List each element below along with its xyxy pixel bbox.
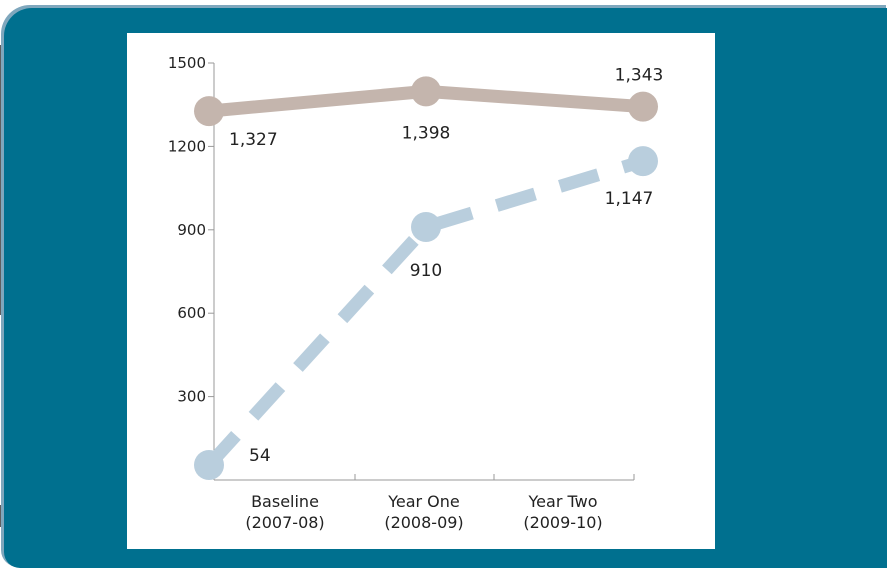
y-tick-label: 900 bbox=[177, 221, 206, 239]
y-tick-label: 600 bbox=[177, 304, 206, 322]
labels-group: 1,327 1,398 1,343 54 910 1,147 bbox=[229, 66, 663, 466]
y-tick-label: 1500 bbox=[168, 54, 206, 72]
y-tick-label: 300 bbox=[177, 388, 206, 406]
data-point bbox=[411, 212, 441, 243]
data-label: 1,327 bbox=[229, 130, 278, 150]
line-chart: 300 600 900 1200 1500 Baseline (2007-08) Year O… bbox=[168, 54, 664, 532]
axes: 300 600 900 1200 1500 Baseline (2007-08) Year O… bbox=[168, 54, 635, 532]
data-point bbox=[628, 146, 658, 177]
x-category-label: Year Two (2009-10) bbox=[523, 492, 602, 532]
left-edge-bar-bottom bbox=[0, 505, 5, 527]
x-category-label: Year One (2008-09) bbox=[384, 492, 463, 532]
left-edge-bar-top bbox=[0, 45, 5, 315]
series-line bbox=[204, 154, 645, 470]
data-label: 1,398 bbox=[402, 123, 451, 143]
data-label: 910 bbox=[410, 261, 442, 281]
data-point bbox=[194, 449, 224, 480]
chart-card: 300 600 900 1200 1500 Baseline (2007-08) Year O… bbox=[127, 33, 715, 549]
data-label: 1,343 bbox=[615, 66, 664, 86]
data-point bbox=[628, 91, 658, 122]
data-point bbox=[194, 96, 224, 127]
data-label: 1,147 bbox=[605, 189, 654, 209]
x-category-label: Baseline (2007-08) bbox=[245, 492, 324, 532]
data-point bbox=[411, 76, 441, 107]
series-group bbox=[194, 76, 658, 480]
y-tick-label: 1200 bbox=[168, 137, 206, 155]
data-label: 54 bbox=[249, 446, 271, 466]
